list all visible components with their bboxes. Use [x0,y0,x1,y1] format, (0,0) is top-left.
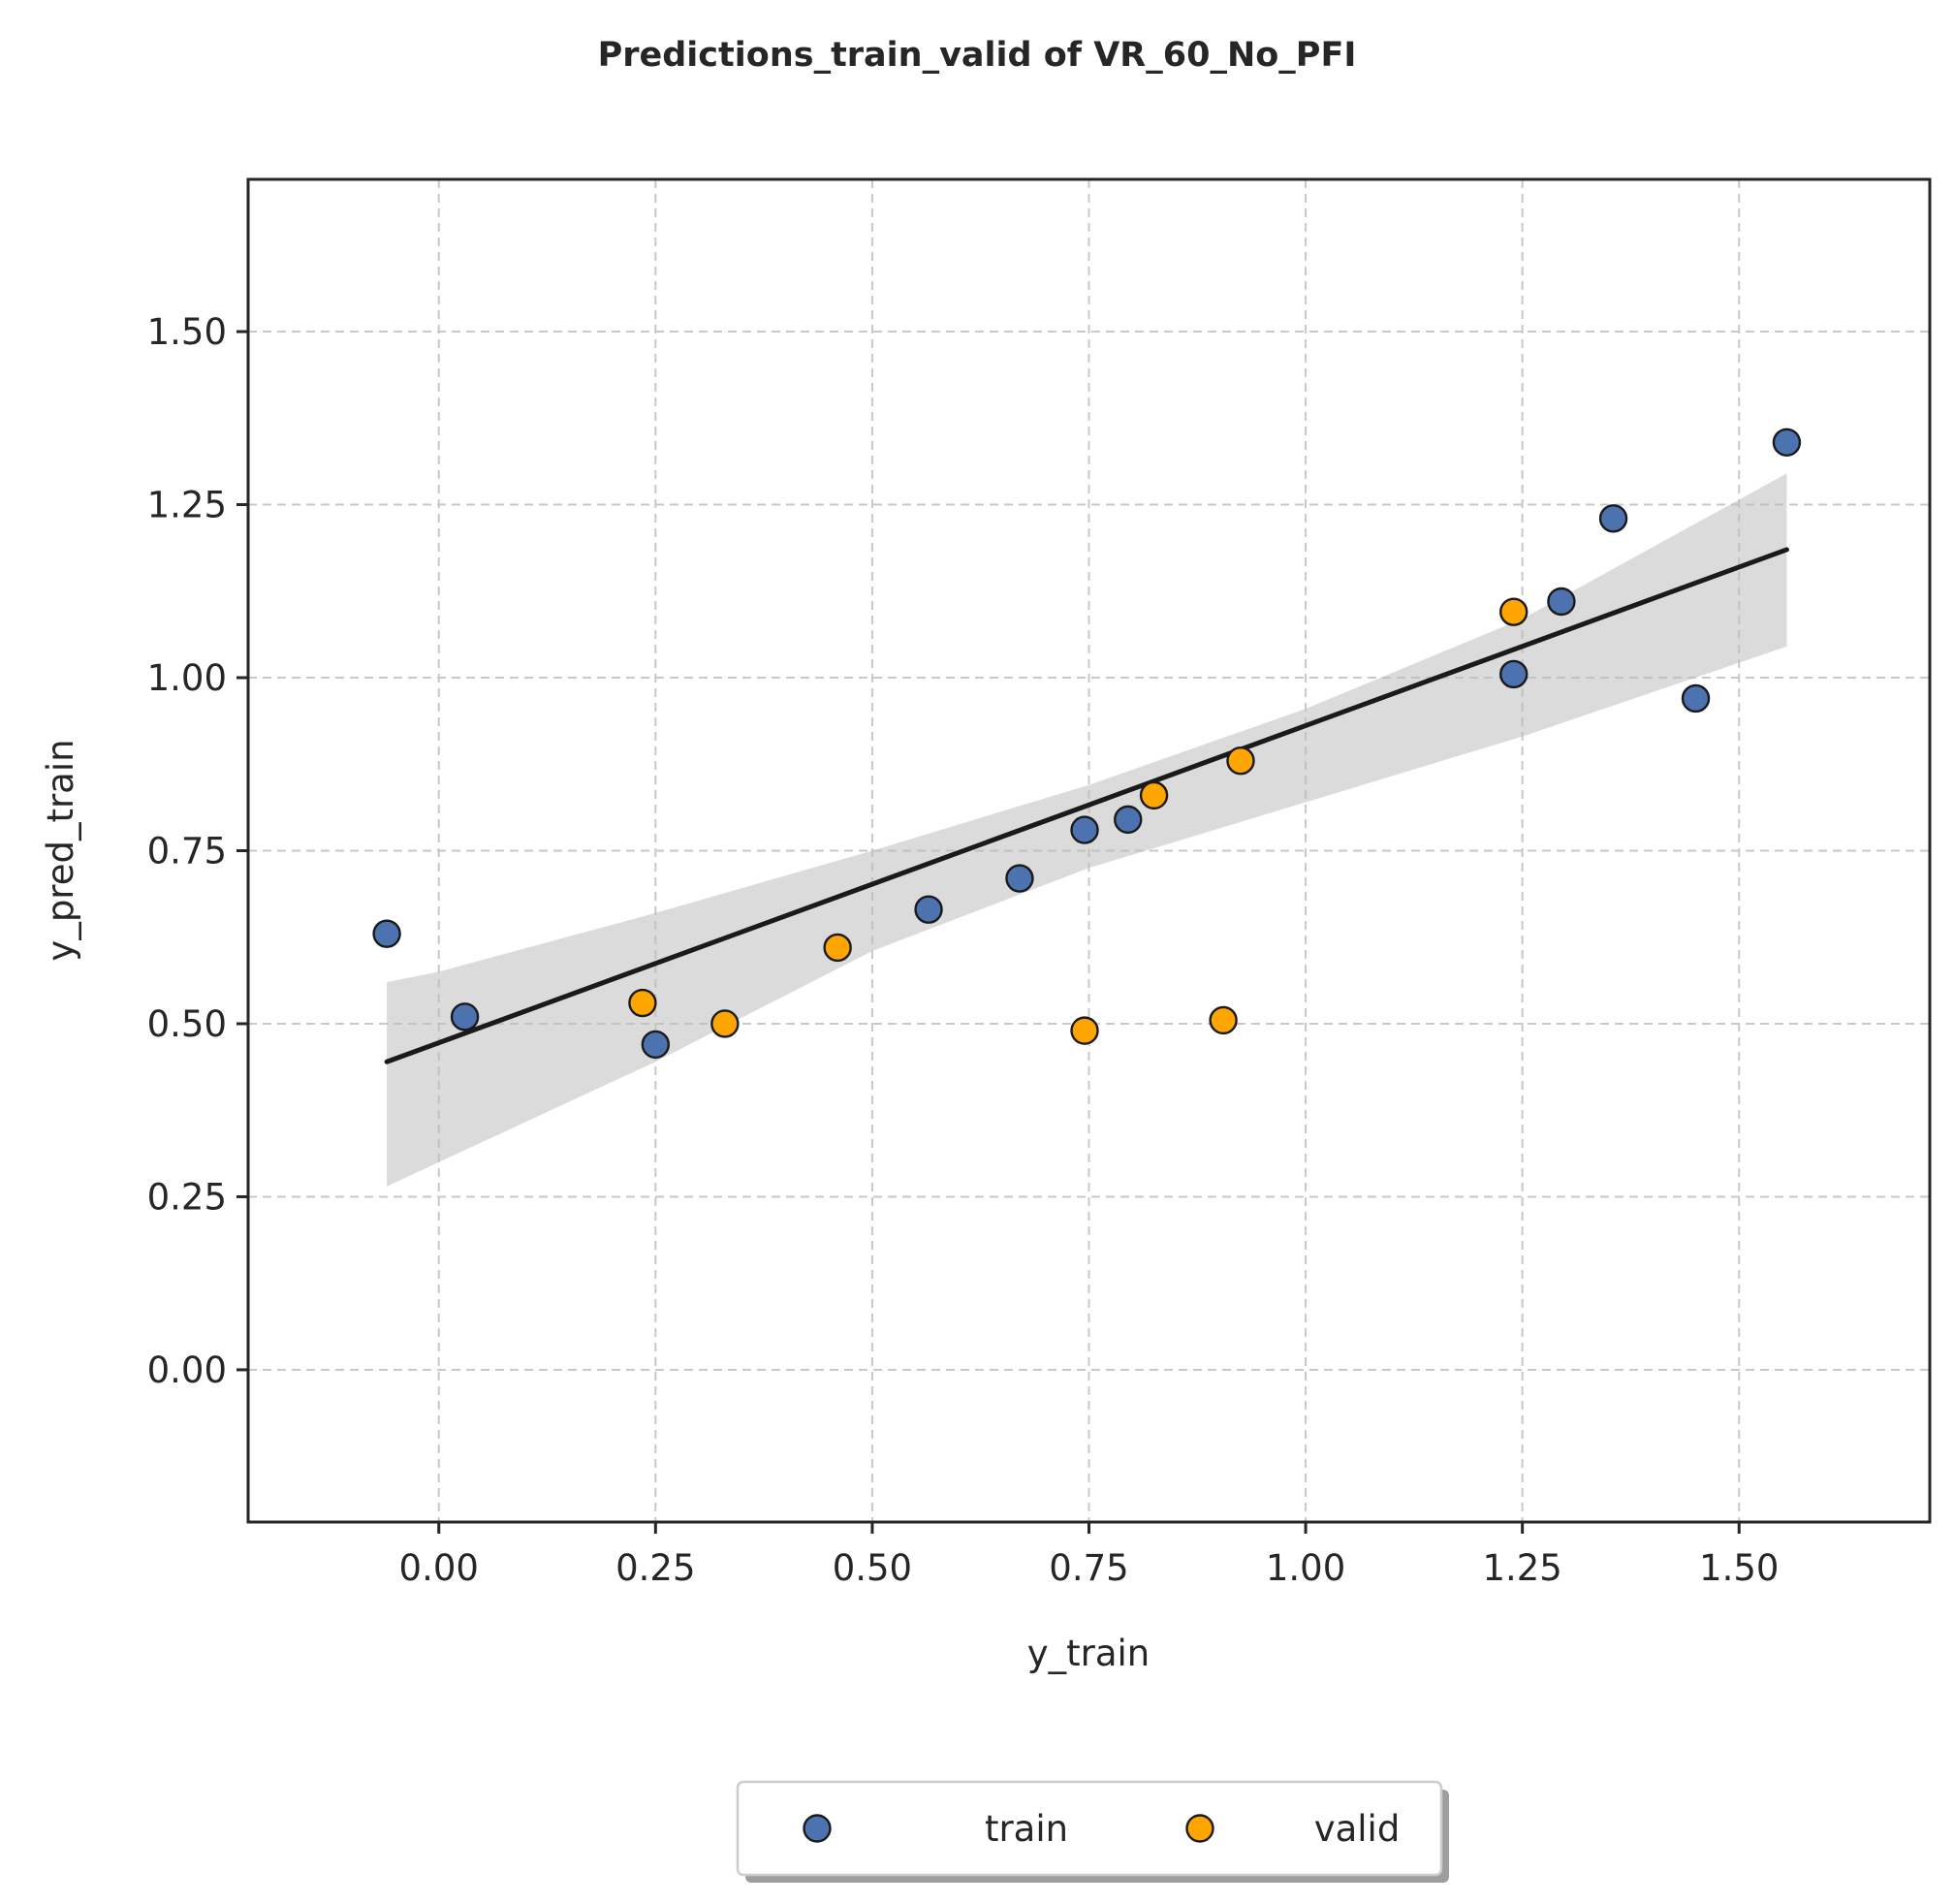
chart-title: Predictions_train_valid of VR_60_No_PFI [598,36,1357,75]
x-tick-label: 0.75 [1049,1547,1128,1589]
legend-box [736,1780,1443,1877]
valid-point [1226,746,1255,776]
y-axis-ticks: 0.00 0.25 0.50 0.75 1.00 1.25 1.50 [147,311,248,1391]
legend-marker-train [803,1814,832,1843]
legend-marker-valid [1185,1814,1214,1843]
train-point [1547,587,1576,617]
regression-line [384,547,1789,1064]
y-tick-label: 0.25 [147,1176,227,1218]
valid-point [710,1009,740,1038]
train-point [372,919,401,948]
valid-point [1209,1005,1238,1035]
train-point [450,1002,480,1031]
x-tick-label: 0.00 [399,1547,479,1589]
valid-point [1070,1016,1099,1045]
y-tick-label: 1.25 [147,485,227,526]
x-axis-label: y_train [1027,1633,1150,1674]
y-tick-label: 1.00 [147,657,227,699]
x-tick-label: 1.00 [1266,1547,1345,1589]
y-tick-label: 0.50 [147,1003,227,1045]
y-tick-label: 1.50 [147,311,227,353]
x-tick-label: 0.50 [833,1547,912,1589]
valid-point [628,988,657,1018]
train-point [1114,805,1143,835]
legend: train valid [736,1780,1449,1883]
x-axis-ticks: 0.00 0.25 0.50 0.75 1.00 1.25 1.50 [399,1522,1779,1589]
y-axis-label: y_pred_train [40,739,81,961]
train-point [641,1030,671,1060]
train-point [1681,683,1711,714]
legend-label-train: train [985,1808,1068,1850]
legend-label-valid: valid [1314,1808,1401,1850]
train-point [1005,864,1034,893]
fit-line-layer [384,547,1789,1064]
y-tick-label: 0.00 [147,1349,227,1391]
x-tick-label: 0.25 [615,1547,695,1589]
train-point [1499,659,1529,689]
x-tick-label: 1.25 [1482,1547,1561,1589]
scatter-points [372,428,1802,1060]
train-point [1772,428,1802,457]
train-point [1598,504,1628,533]
train-point [914,895,943,924]
x-tick-label: 1.50 [1699,1547,1779,1589]
valid-point [1139,780,1169,810]
y-tick-label: 0.75 [147,831,227,873]
valid-point [823,933,852,963]
valid-point [1499,597,1529,626]
train-point [1070,815,1099,844]
